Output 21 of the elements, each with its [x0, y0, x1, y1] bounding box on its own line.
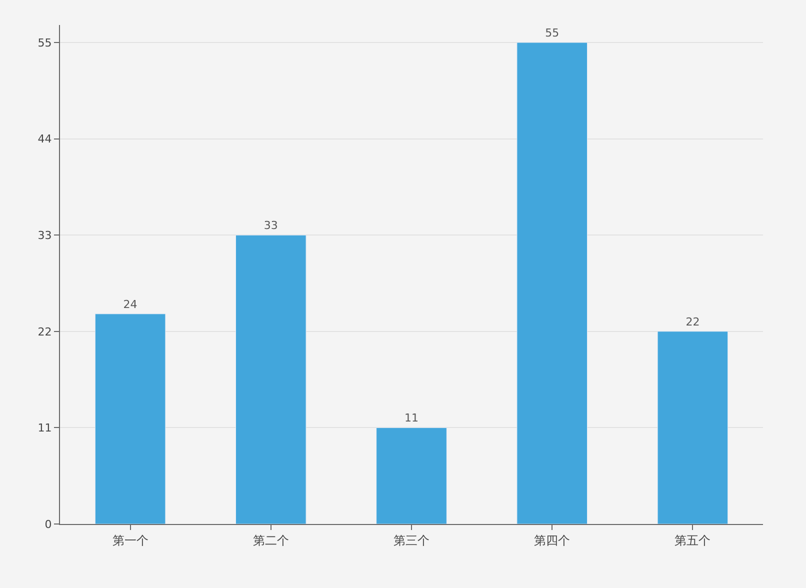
data-label: 11 [404, 412, 418, 425]
data-label: 24 [123, 298, 138, 311]
x-tick-label: 第一个 [112, 533, 148, 548]
x-tick-label: 第二个 [252, 533, 289, 548]
y-tick-label: 33 [38, 228, 52, 242]
y-tick-label: 44 [38, 132, 52, 146]
y-tick-label: 55 [38, 36, 52, 50]
data-label: 22 [686, 315, 700, 328]
y-tick-label: 22 [38, 325, 52, 338]
bar [236, 234, 306, 524]
x-tick-label: 第五个 [674, 533, 711, 548]
x-tick-label: 第四个 [534, 533, 570, 548]
bar [516, 42, 588, 524]
data-label: 55 [545, 26, 560, 40]
x-tick-label: 第三个 [394, 533, 430, 548]
bar [376, 427, 447, 524]
y-tick-label: 11 [38, 422, 52, 435]
data-label: 33 [264, 219, 278, 232]
y-tick-label: 0 [44, 518, 52, 531]
bar [94, 314, 166, 524]
bar [657, 331, 728, 524]
